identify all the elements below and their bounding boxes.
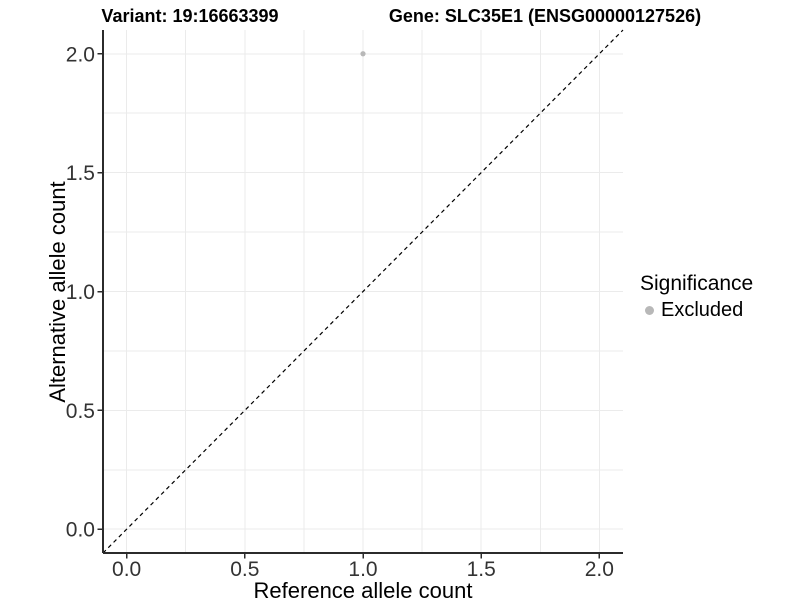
- legend: Significance Excluded: [640, 272, 754, 322]
- x-tick-label: 0.5: [230, 558, 259, 581]
- excluded-point-icon: [645, 306, 654, 315]
- x-tick-label: 0.0: [112, 558, 141, 581]
- legend-entry-label: Excluded: [661, 299, 744, 321]
- x-tick-label: 2.0: [585, 558, 614, 581]
- y-tick-label: 1.0: [66, 281, 95, 304]
- y-tick-label: 2.0: [66, 43, 95, 66]
- x-tick-label: 1.0: [348, 558, 377, 581]
- legend-entry-excluded: Excluded: [640, 299, 753, 322]
- plot-title-gene: Gene: SLC35E1 (ENSG00000127526): [388, 6, 702, 26]
- y-axis-title: Alternative allele count: [45, 181, 70, 403]
- y-tick-label: 0.5: [66, 400, 95, 423]
- legend-title: Significance: [640, 272, 754, 295]
- y-tick-label: 0.0: [66, 519, 95, 542]
- x-tick-label: 1.5: [467, 558, 496, 581]
- plot-title-variant: Variant: 19:16663399: [101, 6, 279, 26]
- data-point-excluded: [360, 51, 366, 57]
- y-tick-label: 1.5: [66, 162, 95, 185]
- x-axis-title: Reference allele count: [253, 578, 473, 600]
- identity-reference-line: [102, 29, 624, 554]
